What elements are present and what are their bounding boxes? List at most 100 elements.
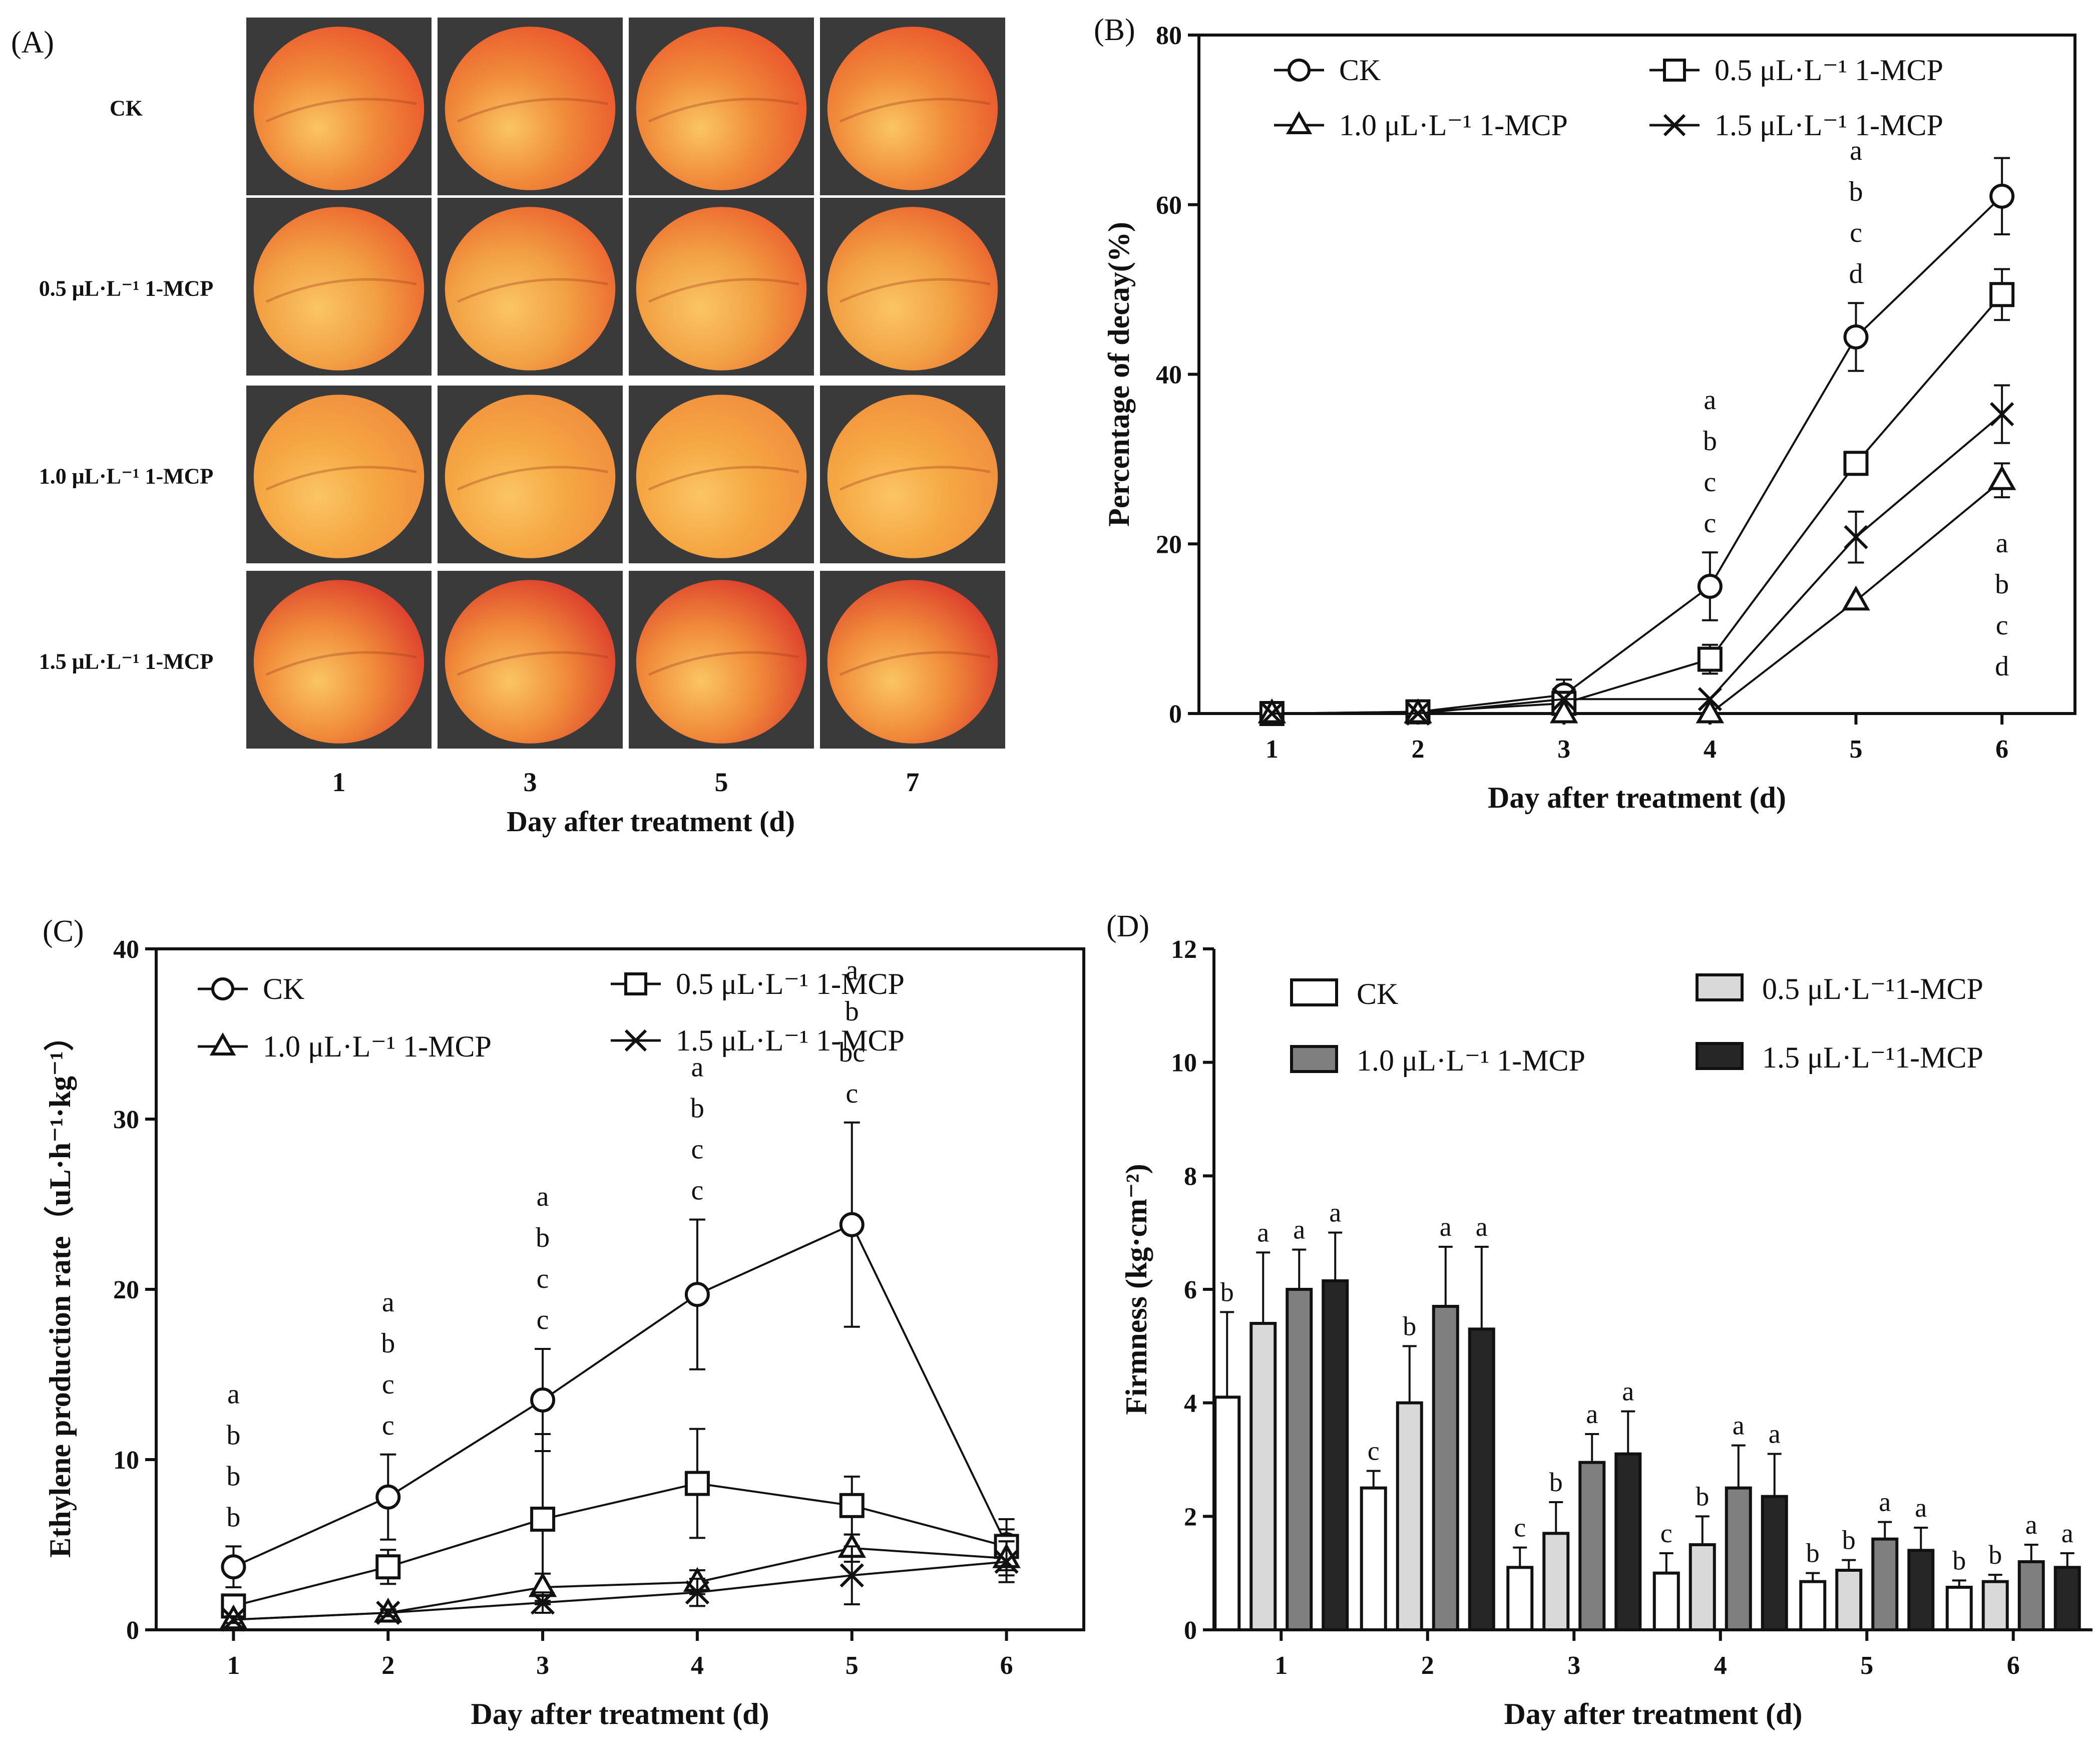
photo-cell xyxy=(246,571,432,749)
data-point xyxy=(1844,525,1868,549)
photo-cell xyxy=(820,571,1005,749)
legend-entry: 1.0 μL·L⁻¹ 1-MCP xyxy=(1290,1044,1585,1077)
y-tick-label: 4 xyxy=(1184,1389,1197,1418)
photo-cell xyxy=(246,198,432,376)
data-point xyxy=(376,1600,400,1625)
bar xyxy=(2017,1560,2045,1631)
significance-letter: a xyxy=(1733,1411,1745,1441)
legend-label: CK xyxy=(1357,977,1398,1010)
legend-marker xyxy=(1663,114,1686,137)
significance-letter: c xyxy=(1514,1513,1526,1543)
significance-letter: b xyxy=(845,996,859,1027)
significance-letter: c xyxy=(1660,1518,1672,1548)
fruit-suture xyxy=(839,466,991,491)
legend-label: 1.5 μL·L⁻¹ 1-MCP xyxy=(1715,109,1943,142)
data-point xyxy=(221,1607,246,1632)
y-tick-label: 10 xyxy=(113,1446,139,1475)
significance-letter: d xyxy=(1995,651,2009,682)
data-point xyxy=(1843,324,1869,350)
significance-letter: b xyxy=(226,1502,240,1533)
series-line xyxy=(1272,479,2003,715)
data-point xyxy=(1698,687,1722,712)
significance-letter: b xyxy=(1403,1311,1416,1341)
significance-letter: c xyxy=(1850,217,1862,248)
x-axis-label: Day after treatment (d) xyxy=(471,1697,769,1730)
apricot-fruit xyxy=(253,27,425,190)
significance-letter: c xyxy=(1704,467,1716,498)
significance-letter: c xyxy=(537,1304,549,1335)
data-point xyxy=(685,1580,710,1605)
legend-entry: 1.5 μL·L⁻¹1-MCP xyxy=(1696,1041,1983,1074)
legend-entry: CK xyxy=(1274,54,1381,87)
photo-cell xyxy=(820,198,1005,376)
error-bar xyxy=(1842,1559,1856,1570)
error-bar xyxy=(1585,1433,1599,1463)
photo-cell xyxy=(629,18,814,195)
significance-letter: b xyxy=(1849,176,1863,207)
significance-letter: a xyxy=(2061,1518,2073,1548)
series-0 xyxy=(1259,157,2015,726)
apricot-fruit xyxy=(253,580,425,744)
y-tick-label: 0 xyxy=(1169,700,1182,729)
error-bar xyxy=(1767,1453,1782,1497)
legend-label: 1.5 μL·L⁻¹1-MCP xyxy=(1762,1041,1983,1074)
x-axis-label: Day after treatment (d) xyxy=(1488,781,1786,814)
fruit-suture xyxy=(265,651,417,676)
legend-swatch xyxy=(1696,973,1744,1001)
significance-letter: b xyxy=(226,1420,240,1451)
apricot-fruit xyxy=(445,580,616,744)
legend-entry: CK xyxy=(1290,977,1398,1010)
bar xyxy=(1945,1586,1973,1631)
error-bar xyxy=(1513,1546,1527,1568)
series-line xyxy=(233,1547,1007,1621)
data-point xyxy=(684,1282,710,1307)
fruit-suture xyxy=(839,651,991,676)
significance-letter: a xyxy=(691,1052,703,1083)
fruit-suture xyxy=(265,278,417,303)
data-point xyxy=(1990,402,2014,427)
series-3 xyxy=(1259,384,2014,726)
data-point xyxy=(839,1493,865,1518)
significance-letter: b xyxy=(1549,1467,1563,1497)
y-tick-label: 6 xyxy=(1184,1276,1197,1304)
fruit-suture xyxy=(457,651,608,676)
legend-marker xyxy=(1288,59,1311,82)
error-bar xyxy=(1914,1527,1928,1551)
fruit-suture xyxy=(648,98,799,123)
column-day-label-0: 1 xyxy=(332,767,346,797)
significance-letter: a xyxy=(1257,1217,1269,1247)
bar xyxy=(1652,1571,1680,1632)
legend-label: 0.5 μL·L⁻¹ 1-MCP xyxy=(676,967,905,1000)
legend-entry: 0.5 μL·L⁻¹ 1-MCP xyxy=(1649,54,1943,87)
column-day-label-3: 7 xyxy=(906,767,920,797)
data-point xyxy=(994,1549,1019,1574)
bar xyxy=(1835,1569,1863,1631)
data-point xyxy=(1989,183,2015,209)
apricot-fruit xyxy=(636,27,807,190)
bar xyxy=(1871,1537,1899,1632)
x-tick-label: 4 xyxy=(1704,735,1717,764)
bar xyxy=(1542,1532,1570,1631)
apricot-fruit xyxy=(636,207,807,371)
series-1 xyxy=(221,1428,1019,1619)
series-2 xyxy=(1257,462,2016,724)
apricot-fruit xyxy=(827,395,998,558)
panel-a: (A) CK 0.5 μL·L⁻¹ 1-MCP 1.0 μL·L⁻¹ 1-MCP 1.5… xyxy=(11,18,1005,838)
significance-letter: a xyxy=(2025,1510,2037,1540)
legend-marker xyxy=(624,972,647,995)
photo-cell xyxy=(438,198,623,376)
apricot-fruit xyxy=(827,27,998,190)
data-point xyxy=(375,1554,401,1580)
photo-cell xyxy=(629,386,814,563)
significance-letter: a xyxy=(1850,135,1862,166)
significance-letter: a xyxy=(1329,1198,1341,1228)
bar xyxy=(1468,1327,1495,1631)
bar xyxy=(1981,1580,2009,1632)
x-tick-label: 1 xyxy=(1266,735,1279,764)
error-bar xyxy=(1474,1246,1489,1329)
legend-entry: 1.5 μL·L⁻¹ 1-MCP xyxy=(1649,109,1943,142)
data-point xyxy=(530,1590,555,1615)
error-bar xyxy=(1695,1515,1710,1545)
y-tick-label: 30 xyxy=(113,1106,139,1134)
